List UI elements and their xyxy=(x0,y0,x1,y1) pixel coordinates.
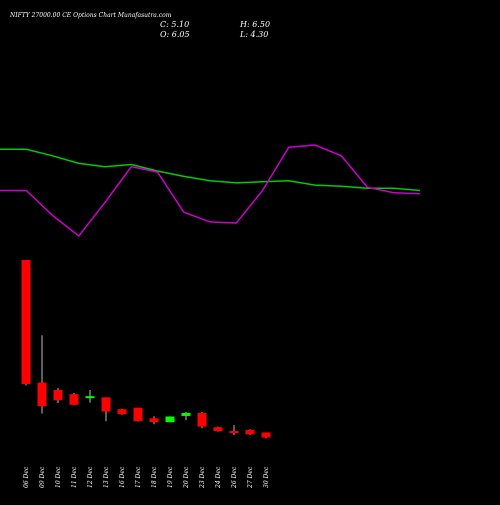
x-axis-ticks: 06 Dec 09 Dec 10 Dec 11 Dec 12 Dec 13 Dec 16 D… xyxy=(23,466,270,489)
candle-body xyxy=(229,431,239,434)
x-tick-label: 20 Dec xyxy=(183,466,190,489)
x-tick-label: 19 Dec xyxy=(167,466,174,488)
close-value: C: 5.10 xyxy=(160,20,189,29)
x-tick-label: 16 Dec xyxy=(119,466,126,488)
x-tick-label: 24 Dec xyxy=(215,466,222,489)
candle-body xyxy=(69,394,79,405)
x-tick-label: 17 Dec xyxy=(135,466,142,488)
x-tick-label: 23 Dec xyxy=(199,466,206,489)
x-tick-label: 13 Dec xyxy=(103,466,110,488)
x-tick-label: 10 Dec xyxy=(55,466,62,488)
candle-body xyxy=(149,418,159,423)
candle-body xyxy=(85,396,95,399)
candle-body xyxy=(213,427,223,432)
low-value: L: 4.30 xyxy=(239,30,268,39)
chart-title: NIFTY 27000.00 CE Options Chart Munafasu… xyxy=(9,12,172,19)
indicator-lines xyxy=(0,144,421,238)
x-tick-label: 18 Dec xyxy=(151,466,158,488)
candles xyxy=(21,260,271,439)
high-value: H: 6.50 xyxy=(239,20,270,29)
candle-body xyxy=(37,382,47,407)
candle-body xyxy=(117,409,127,415)
x-tick-label: 06 Dec xyxy=(23,466,30,488)
indicator-line-green xyxy=(0,148,421,192)
x-tick-label: 30 Dec xyxy=(263,466,270,488)
candle-body xyxy=(197,413,207,427)
open-value: O: 6.05 xyxy=(160,30,190,39)
candle-body xyxy=(261,432,271,438)
x-tick-label: 26 Dec xyxy=(231,466,238,489)
x-tick-label: 09 Dec xyxy=(39,466,46,488)
candle-body xyxy=(53,389,63,401)
candle-body xyxy=(101,397,111,412)
candle-body xyxy=(245,429,255,435)
x-tick-label: 27 Dec xyxy=(247,466,254,489)
candle-body xyxy=(165,416,175,423)
candle-body xyxy=(181,413,191,416)
x-tick-label: 12 Dec xyxy=(87,466,94,488)
candle-body xyxy=(21,260,31,385)
x-tick-label: 11 Dec xyxy=(71,466,78,488)
indicator-line-magenta xyxy=(0,144,421,238)
candle-body xyxy=(133,407,143,421)
